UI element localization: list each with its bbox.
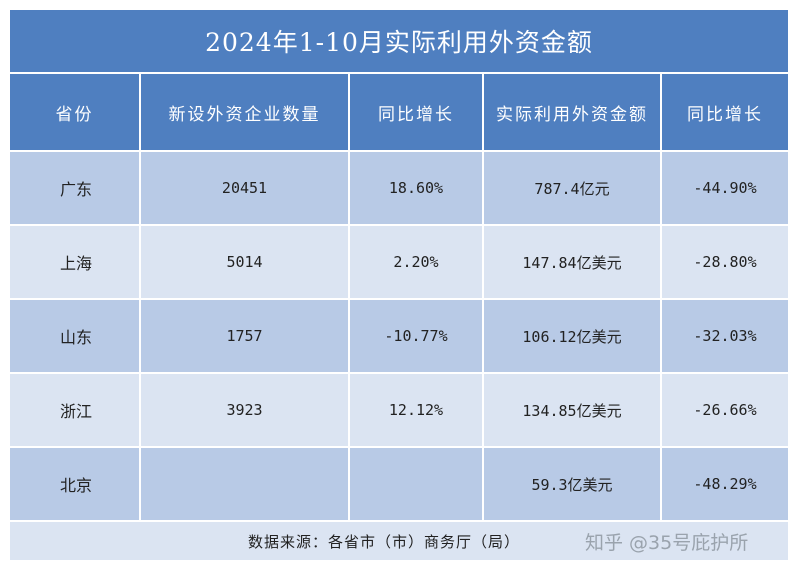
fdi-table: 省份 新设外资企业数量 同比增长 实际利用外资金额 同比增长 广东 20451 … bbox=[10, 72, 788, 520]
table-row: 北京 59.3亿美元 -48.29% bbox=[10, 446, 788, 520]
cell-new-firms bbox=[139, 446, 349, 520]
table-title: 2024年1-10月实际利用外资金额 bbox=[10, 10, 788, 72]
cell-new-firms: 3923 bbox=[139, 372, 349, 447]
cell-new-firms: 5014 bbox=[139, 224, 349, 299]
cell-fdi-yoy: -28.80% bbox=[660, 224, 788, 299]
cell-fdi-amount: 59.3亿美元 bbox=[482, 446, 661, 520]
cell-province: 山东 bbox=[10, 298, 140, 373]
cell-province: 北京 bbox=[10, 446, 140, 520]
table-row: 浙江 3923 12.12% 134.85亿美元 -26.66% bbox=[10, 372, 788, 447]
cell-new-firms: 20451 bbox=[139, 150, 349, 225]
cell-firms-yoy: 12.12% bbox=[348, 372, 483, 447]
cell-fdi-yoy: -26.66% bbox=[660, 372, 788, 447]
cell-province: 上海 bbox=[10, 224, 140, 299]
cell-fdi-amount: 134.85亿美元 bbox=[482, 372, 661, 447]
header-fdi-yoy: 同比增长 bbox=[660, 72, 788, 151]
header-fdi-amount: 实际利用外资金额 bbox=[482, 72, 661, 151]
cell-fdi-yoy: -44.90% bbox=[660, 150, 788, 225]
cell-new-firms: 1757 bbox=[139, 298, 349, 373]
cell-fdi-yoy: -32.03% bbox=[660, 298, 788, 373]
cell-fdi-yoy: -48.29% bbox=[660, 446, 788, 520]
cell-province: 广东 bbox=[10, 150, 140, 225]
header-row: 省份 新设外资企业数量 同比增长 实际利用外资金额 同比增长 bbox=[10, 72, 788, 151]
table-footer: 数据来源：各省市（市）商务厅（局） 知乎 @35号庇护所 bbox=[10, 520, 788, 560]
cell-fdi-amount: 147.84亿美元 bbox=[482, 224, 661, 299]
header-province: 省份 bbox=[10, 72, 140, 151]
cell-firms-yoy bbox=[348, 446, 483, 520]
table-card: 2024年1-10月实际利用外资金额 省份 新设外资企业数量 同比增长 实际利用… bbox=[10, 10, 788, 560]
cell-firms-yoy: -10.77% bbox=[348, 298, 483, 373]
header-firms-yoy: 同比增长 bbox=[348, 72, 483, 151]
cell-province: 浙江 bbox=[10, 372, 140, 447]
table-row: 广东 20451 18.60% 787.4亿元 -44.90% bbox=[10, 150, 788, 225]
cell-fdi-amount: 106.12亿美元 bbox=[482, 298, 661, 373]
watermark: 知乎 @35号庇护所 bbox=[585, 532, 749, 554]
source-note: 数据来源：各省市（市）商务厅（局） bbox=[248, 533, 521, 551]
cell-firms-yoy: 2.20% bbox=[348, 224, 483, 299]
cell-firms-yoy: 18.60% bbox=[348, 150, 483, 225]
table-row: 上海 5014 2.20% 147.84亿美元 -28.80% bbox=[10, 224, 788, 299]
header-new-firms: 新设外资企业数量 bbox=[139, 72, 349, 151]
table-row: 山东 1757 -10.77% 106.12亿美元 -32.03% bbox=[10, 298, 788, 373]
cell-fdi-amount: 787.4亿元 bbox=[482, 150, 661, 225]
